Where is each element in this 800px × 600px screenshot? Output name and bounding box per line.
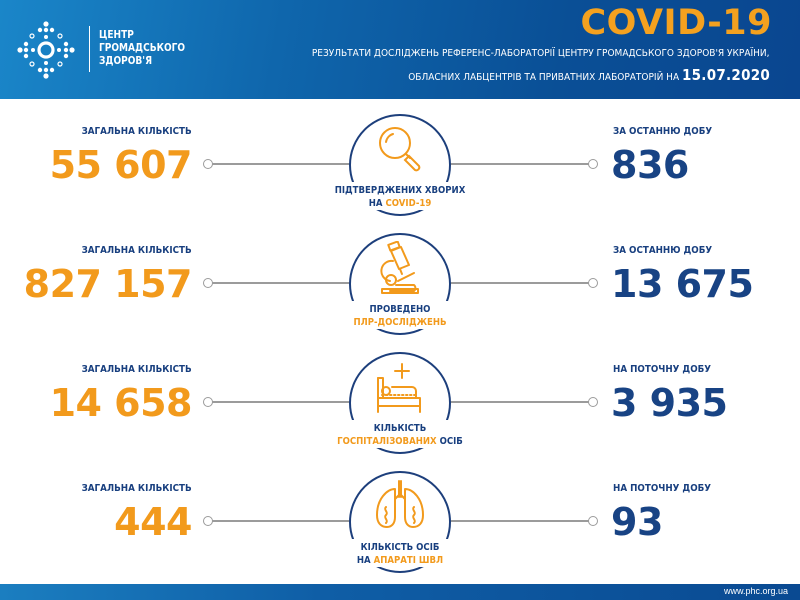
stat-row-hospitalized: ЗАГАЛЬНА КІЛЬКІСТЬ 14 658 КІЛЬКІСТЬ ГОСП… [0,352,800,470]
footer-bar: www.phc.org.ua [0,584,800,600]
caption-prefix: НА [368,198,386,209]
total-label: ЗАГАЛЬНА КІЛЬКІСТЬ [81,245,192,256]
caption-line-1: ПРОВЕДЕНО [369,304,431,315]
caption-line-2: НА COVID-19 [310,197,490,210]
connector-line [450,520,590,522]
connector-line [450,163,590,165]
stat-row-ventilator: ЗАГАЛЬНА КІЛЬКІСТЬ 444 КІЛЬКІСТЬ ОСІБ НА… [0,471,800,589]
org-name: ЦЕНТР ГРОМАДСЬКОГО ЗДОРОВ'Я [99,29,185,68]
total-value: 14 658 [49,381,193,425]
connector-dot [203,159,213,169]
connector-dot [203,278,213,288]
caption: ПІДТВЕРДЖЕНИХ ХВОРИХ НА COVID-19 [300,184,500,210]
total-label: ЗАГАЛЬНА КІЛЬКІСТЬ [81,364,192,375]
lungs-icon [376,480,424,528]
caption-highlight: ПЛР-ДОСЛІДЖЕНЬ [353,317,447,328]
connector-dot [203,516,213,526]
daily-value: 836 [611,143,689,187]
total-label: ЗАГАЛЬНА КІЛЬКІСТЬ [81,126,192,137]
caption-line-1: КІЛЬКІСТЬ ОСІБ [360,542,440,553]
daily-value: 3 935 [611,381,728,425]
hospital-bed-icon [377,363,421,413]
total-value: 55 607 [49,143,193,187]
connector-dot [203,397,213,407]
stat-row-confirmed: ЗАГАЛЬНА КІЛЬКІСТЬ 55 607 ПІДТВЕРДЖЕНИХ … [0,114,800,232]
caption-line-2: ГОСПІТАЛІЗОВАНИХ ОСІБ [310,435,490,448]
page-title: COVID-19 [580,3,772,43]
website-link[interactable]: www.phc.org.ua [723,586,788,596]
connector-dot [588,159,598,169]
connector-line [210,163,350,165]
caption-suffix: ОСІБ [436,436,463,447]
total-label: ЗАГАЛЬНА КІЛЬКІСТЬ [81,483,192,494]
connector-line [210,401,350,403]
daily-label: НА ПОТОЧНУ ДОБУ [613,364,712,375]
caption-highlight: ГОСПІТАЛІЗОВАНИХ [337,436,437,447]
caption: ПРОВЕДЕНО ПЛР-ДОСЛІДЖЕНЬ [300,303,500,329]
connector-dot [588,516,598,526]
caption-highlight: COVID-19 [385,198,432,209]
header-banner: ЦЕНТР ГРОМАДСЬКОГО ЗДОРОВ'Я COVID-19 РЕЗ… [0,0,800,99]
connector-line [210,282,350,284]
logo-divider [89,26,90,72]
microscope-icon [380,241,419,294]
caption-bg [330,539,470,567]
daily-label: НА ПОТОЧНУ ДОБУ [613,483,712,494]
org-name-line: ГРОМАДСЬКОГО [99,42,186,54]
caption-line-2: НА АПАРАТІ ШВЛ [310,554,490,567]
subtitle-line-2: ОБЛАСНИХ ЛАБЦЕНТРІВ ТА ПРИВАТНИХ ЛАБОРАТ… [408,66,770,84]
connector-line [450,282,590,284]
org-name-line: ЗДОРОВ'Я [99,55,153,67]
magnifier-icon [379,127,421,172]
caption: КІЛЬКІСТЬ ГОСПІТАЛІЗОВАНИХ ОСІБ [300,422,500,448]
org-name-line: ЦЕНТР [99,29,134,41]
caption-prefix: НА [356,555,374,566]
connector-line [450,401,590,403]
total-value: 444 [114,500,192,544]
report-date: 15.07.2020 [681,66,770,84]
daily-label: ЗА ОСТАННЮ ДОБУ [613,126,713,137]
caption: КІЛЬКІСТЬ ОСІБ НА АПАРАТІ ШВЛ [300,541,500,567]
subtitle-text: ОБЛАСНИХ ЛАБЦЕНТРІВ ТА ПРИВАТНИХ ЛАБОРАТ… [408,72,680,83]
caption-bg [330,301,470,329]
daily-label: ЗА ОСТАННЮ ДОБУ [613,245,713,256]
caption-bg [330,182,470,210]
caption-highlight: АПАРАТІ ШВЛ [373,555,444,566]
connector-line [210,520,350,522]
subtitle-line-1: РЕЗУЛЬТАТИ ДОСЛІДЖЕНЬ РЕФЕРЕНС-ЛАБОРАТОР… [312,48,770,59]
caption-line-2: ПЛР-ДОСЛІДЖЕНЬ [310,316,490,329]
daily-value: 93 [611,500,663,544]
caption-line-1: ПІДТВЕРДЖЕНИХ ХВОРИХ [334,185,466,196]
total-value: 827 157 [23,262,193,306]
caption-bg [330,420,470,448]
caption-line-1: КІЛЬКІСТЬ [373,423,427,434]
daily-value: 13 675 [611,262,754,306]
stat-row-pcr-tests: ЗАГАЛЬНА КІЛЬКІСТЬ 827 157 ПРОВЕДЕНО ПЛР… [0,233,800,351]
connector-dot [588,397,598,407]
dotted-circle-logo-icon [17,21,75,79]
connector-dot [588,278,598,288]
